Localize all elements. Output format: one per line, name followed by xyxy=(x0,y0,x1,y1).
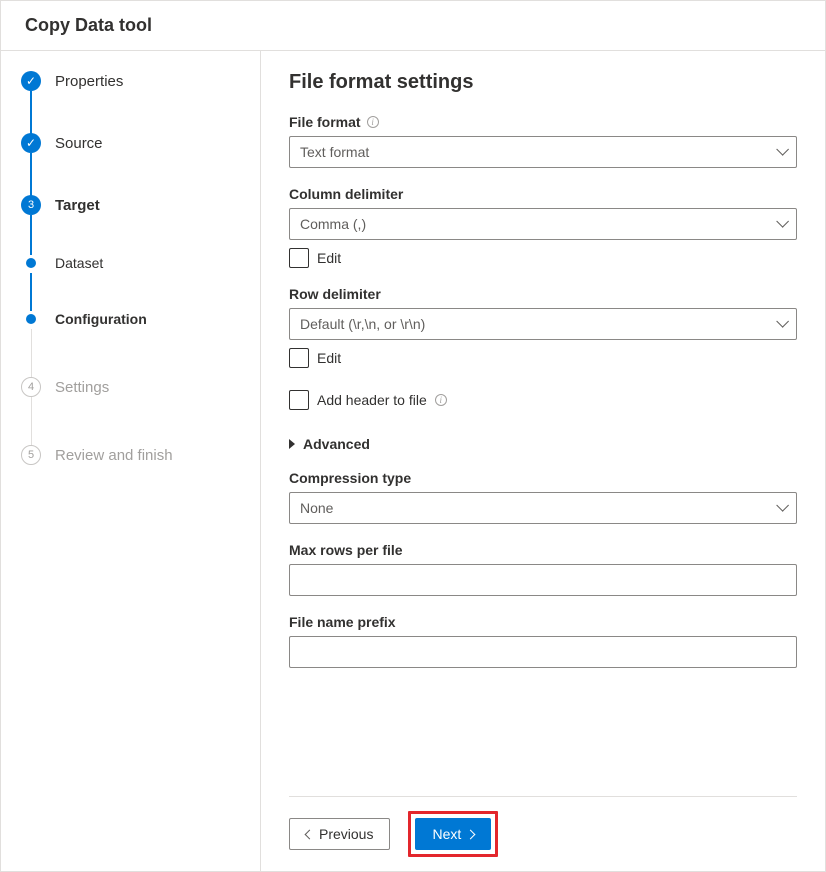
advanced-toggle[interactable]: Advanced xyxy=(289,436,797,452)
column-delimiter-edit-row: Edit xyxy=(289,248,797,268)
row-delimiter-edit-row: Edit xyxy=(289,348,797,368)
step-label: Source xyxy=(55,135,103,152)
column-delimiter-select[interactable]: Comma (,) xyxy=(289,208,797,240)
step-target[interactable]: 3 Target xyxy=(21,195,260,215)
check-icon: ✓ xyxy=(21,71,41,91)
checkbox-label: Edit xyxy=(317,250,341,266)
compression-field: Compression type None xyxy=(289,470,797,524)
step-label: Properties xyxy=(55,73,123,90)
advanced-label: Advanced xyxy=(303,436,370,452)
column-delimiter-field: Column delimiter Comma (,) Edit xyxy=(289,186,797,268)
dot-icon xyxy=(21,309,41,329)
edit-checkbox[interactable] xyxy=(289,348,309,368)
wizard-sidebar: ✓ Properties ✓ Source 3 Target Dataset xyxy=(1,51,261,871)
file-format-select[interactable]: Text format xyxy=(289,136,797,168)
copy-data-tool-window: Copy Data tool ✓ Properties ✓ Source 3 T xyxy=(0,0,826,872)
step-label: Settings xyxy=(55,379,109,396)
edit-checkbox[interactable] xyxy=(289,248,309,268)
next-button[interactable]: Next xyxy=(415,818,491,850)
row-delimiter-select[interactable]: Default (\r,\n, or \r\n) xyxy=(289,308,797,340)
check-icon: ✓ xyxy=(21,133,41,153)
step-label: Configuration xyxy=(55,311,147,327)
chevron-down-icon xyxy=(776,503,786,513)
compression-select[interactable]: None xyxy=(289,492,797,524)
add-header-row: Add header to file i xyxy=(289,390,797,410)
highlight-box: Next xyxy=(408,811,498,857)
wizard-footer: Previous Next xyxy=(289,796,797,871)
dot-icon xyxy=(21,253,41,273)
step-settings[interactable]: 4 Settings xyxy=(21,377,260,397)
window-header: Copy Data tool xyxy=(1,1,825,51)
step-label: Dataset xyxy=(55,255,103,271)
chevron-left-icon xyxy=(305,829,315,839)
select-value: Default (\r,\n, or \r\n) xyxy=(300,316,425,332)
previous-button[interactable]: Previous xyxy=(289,818,390,850)
file-format-label-text: File format xyxy=(289,114,361,130)
chevron-right-icon xyxy=(466,829,476,839)
page-title: File format settings xyxy=(289,71,797,94)
step-properties[interactable]: ✓ Properties xyxy=(21,71,260,91)
button-label: Next xyxy=(432,826,461,842)
step-review[interactable]: 5 Review and finish xyxy=(21,445,260,465)
field-label: Max rows per file xyxy=(289,542,797,558)
chevron-down-icon xyxy=(776,147,786,157)
triangle-right-icon xyxy=(289,439,295,449)
window-title: Copy Data tool xyxy=(25,15,801,36)
select-value: Comma (,) xyxy=(300,216,366,232)
checkbox-label: Edit xyxy=(317,350,341,366)
checkbox-label: Add header to file xyxy=(317,392,427,408)
chevron-down-icon xyxy=(776,219,786,229)
field-label: Compression type xyxy=(289,470,797,486)
chevron-down-icon xyxy=(776,319,786,329)
step-source[interactable]: ✓ Source xyxy=(21,133,260,153)
substep-configuration[interactable]: Configuration xyxy=(21,309,260,329)
info-icon[interactable]: i xyxy=(367,116,379,128)
substep-dataset[interactable]: Dataset xyxy=(21,253,260,273)
step-number-badge: 4 xyxy=(21,377,41,397)
step-number-badge: 3 xyxy=(21,195,41,215)
file-prefix-field: File name prefix xyxy=(289,614,797,668)
row-delimiter-field: Row delimiter Default (\r,\n, or \r\n) E… xyxy=(289,286,797,368)
field-label: File name prefix xyxy=(289,614,797,630)
info-icon[interactable]: i xyxy=(435,394,447,406)
step-number-badge: 5 xyxy=(21,445,41,465)
select-value: None xyxy=(300,500,333,516)
step-label: Review and finish xyxy=(55,447,173,464)
file-format-field: File format i Text format xyxy=(289,114,797,168)
field-label: File format i xyxy=(289,114,797,130)
select-value: Text format xyxy=(300,144,369,160)
button-label: Previous xyxy=(319,826,373,842)
max-rows-input[interactable] xyxy=(289,564,797,596)
step-list: ✓ Properties ✓ Source 3 Target Dataset xyxy=(21,71,260,465)
field-label: Column delimiter xyxy=(289,186,797,202)
max-rows-field: Max rows per file xyxy=(289,542,797,596)
main-panel: File format settings File format i Text … xyxy=(261,51,825,871)
window-body: ✓ Properties ✓ Source 3 Target Dataset xyxy=(1,51,825,871)
step-label: Target xyxy=(55,197,100,214)
file-prefix-input[interactable] xyxy=(289,636,797,668)
field-label: Row delimiter xyxy=(289,286,797,302)
add-header-checkbox[interactable] xyxy=(289,390,309,410)
